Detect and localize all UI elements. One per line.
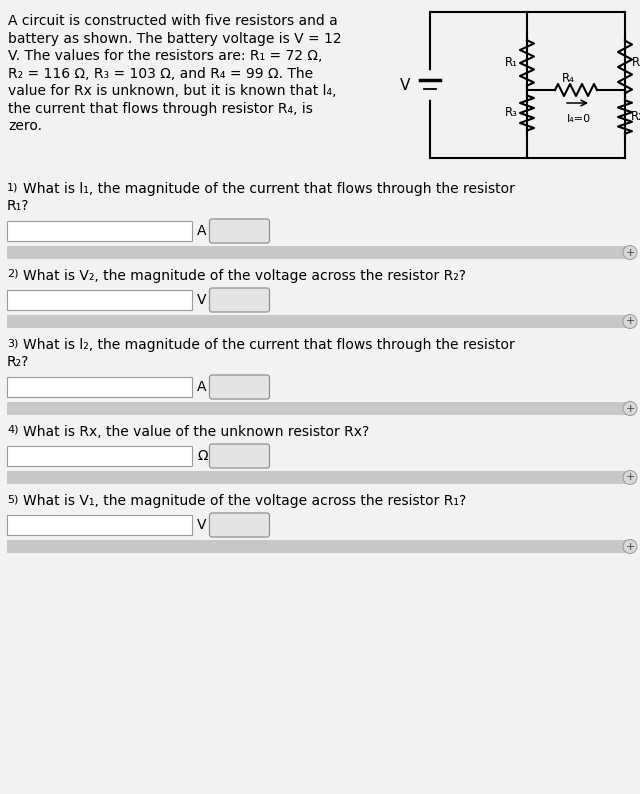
Text: V. The values for the resistors are: R₁ = 72 Ω,: V. The values for the resistors are: R₁ … [8,49,323,63]
FancyBboxPatch shape [209,375,269,399]
Circle shape [623,245,637,260]
Text: A: A [197,224,207,238]
Text: R₄: R₄ [561,71,575,84]
Text: R₂: R₂ [632,56,640,68]
Text: battery as shown. The battery voltage is V = 12: battery as shown. The battery voltage is… [8,32,342,45]
Text: What is V₂, the magnitude of the voltage across the resistor R₂?: What is V₂, the magnitude of the voltage… [23,269,466,283]
Text: value for Rx is unknown, but it is known that l₄,: value for Rx is unknown, but it is known… [8,84,337,98]
Bar [7,221,192,241]
Text: 4): 4) [7,425,19,435]
Text: Ω: Ω [197,449,207,463]
Text: Rx: Rx [630,110,640,124]
Bar [7,246,633,259]
FancyBboxPatch shape [209,288,269,312]
Text: 2): 2) [7,269,19,279]
Circle shape [623,539,637,553]
Text: What is l₁, the magnitude of the current that flows through the resistor: What is l₁, the magnitude of the current… [23,182,515,196]
Text: V: V [197,518,207,532]
Bar [7,515,192,535]
Text: +: + [625,542,635,552]
Circle shape [623,471,637,484]
Circle shape [623,402,637,415]
Text: +: + [625,403,635,414]
Bar [7,540,633,553]
Text: R₁: R₁ [504,56,518,70]
Text: 3): 3) [7,338,19,348]
Text: the current that flows through resistor R₄, is: the current that flows through resistor … [8,102,313,115]
Text: 1): 1) [7,182,19,192]
Text: R₁?: R₁? [7,199,29,213]
FancyBboxPatch shape [209,444,269,468]
FancyBboxPatch shape [209,513,269,537]
Text: Submit: Submit [218,518,260,531]
Text: +: + [625,248,635,257]
Text: Submit: Submit [218,225,260,237]
Text: +: + [625,472,635,483]
Text: R₃: R₃ [504,106,517,120]
Text: zero.: zero. [8,119,42,133]
Text: V: V [197,293,207,307]
Text: 5): 5) [7,494,19,504]
Bar [7,315,633,328]
Bar [7,446,192,466]
Text: R₂?: R₂? [7,355,29,369]
Bar [7,402,633,415]
Text: Submit: Submit [218,380,260,394]
Text: +: + [625,317,635,326]
FancyBboxPatch shape [209,219,269,243]
Text: What is l₂, the magnitude of the current that flows through the resistor: What is l₂, the magnitude of the current… [23,338,515,352]
Text: I₄=0: I₄=0 [567,114,591,124]
Text: What is V₁, the magnitude of the voltage across the resistor R₁?: What is V₁, the magnitude of the voltage… [23,494,467,508]
Bar [7,377,192,397]
Text: What is Rx, the value of the unknown resistor Rx?: What is Rx, the value of the unknown res… [23,425,369,439]
Text: V: V [400,78,410,92]
Text: Submit: Submit [218,449,260,462]
Bar [7,290,192,310]
Text: Submit: Submit [218,294,260,306]
Text: R₂ = 116 Ω, R₃ = 103 Ω, and R₄ = 99 Ω. The: R₂ = 116 Ω, R₃ = 103 Ω, and R₄ = 99 Ω. T… [8,67,313,80]
Text: A: A [197,380,207,394]
Text: A circuit is constructed with five resistors and a: A circuit is constructed with five resis… [8,14,338,28]
Bar [7,471,633,484]
Circle shape [623,314,637,329]
